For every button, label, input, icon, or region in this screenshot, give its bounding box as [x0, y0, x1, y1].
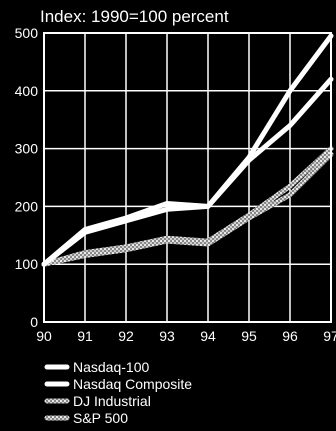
x-axis-ticks: 90 91 92 93 94 95 96 97 [36, 328, 336, 344]
x-tick-label: 91 [77, 328, 93, 344]
series-line-s-p-500 [41, 151, 334, 267]
legend-label: Nasdaq Composite [73, 376, 192, 392]
series-line-nasdaq-100 [41, 33, 334, 267]
chart-title: Index: 1990=100 percent [40, 7, 229, 26]
series-line-nasdaq-composite [41, 76, 334, 267]
y-tick-label: 200 [15, 198, 39, 214]
y-tick-label: 400 [15, 83, 39, 99]
x-tick-label: 93 [159, 328, 175, 344]
grid-lines [44, 33, 331, 322]
y-tick-label: 100 [15, 256, 39, 272]
x-tick-label: 97 [323, 328, 336, 344]
y-tick-label: 500 [15, 25, 39, 41]
series-line-dj-industrial [41, 146, 334, 267]
y-axis-ticks: 0 100 200 300 400 500 [15, 25, 39, 330]
x-tick-label: 95 [241, 328, 257, 344]
x-tick-label: 96 [282, 328, 298, 344]
plot-frame [43, 32, 332, 323]
legend-label: Nasdaq-100 [73, 359, 149, 375]
x-tick-label: 90 [36, 328, 52, 344]
x-tick-label: 94 [200, 328, 216, 344]
x-tick-label: 92 [118, 328, 134, 344]
legend-label: DJ Industrial [73, 393, 151, 409]
y-tick-label: 300 [15, 141, 39, 157]
legend-label: S&P 500 [73, 410, 128, 426]
series-lines [41, 33, 334, 267]
y-tick-label: 0 [30, 314, 38, 330]
